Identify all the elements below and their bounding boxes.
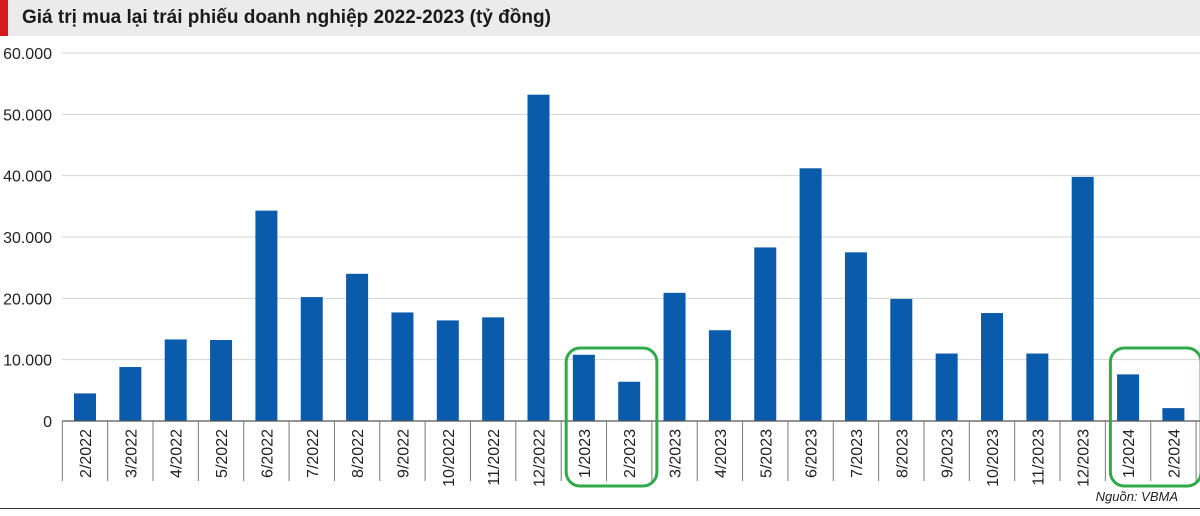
bar bbox=[74, 393, 96, 421]
x-tick-label: 5/2023 bbox=[758, 429, 775, 478]
x-tick-label: 3/2022 bbox=[123, 429, 140, 478]
x-tick-label: 11/2023 bbox=[1030, 429, 1047, 486]
x-tick-label: 5/2022 bbox=[214, 429, 231, 478]
x-tick-label: 12/2022 bbox=[532, 429, 549, 487]
bar bbox=[436, 320, 459, 421]
x-tick-label: 8/2022 bbox=[350, 429, 367, 478]
bar bbox=[935, 353, 958, 421]
y-tick-label: 0 bbox=[43, 414, 52, 431]
x-tick-label: 6/2023 bbox=[804, 429, 821, 478]
x-tick-label: 2/2023 bbox=[622, 429, 639, 478]
bottom-rule bbox=[0, 508, 1200, 509]
y-tick-label: 20.000 bbox=[3, 291, 52, 308]
highlight-box bbox=[1108, 346, 1200, 488]
bar bbox=[754, 247, 777, 421]
x-tick-label: 2/2024 bbox=[1166, 429, 1183, 478]
x-tick-label: 8/2023 bbox=[894, 429, 911, 478]
x-tick-label: 9/2022 bbox=[395, 429, 412, 478]
bar bbox=[300, 297, 323, 421]
bar bbox=[799, 168, 822, 421]
bar bbox=[618, 381, 641, 421]
x-tick-label: 7/2022 bbox=[305, 429, 322, 478]
y-tick-label: 40.000 bbox=[3, 169, 52, 186]
bar bbox=[708, 330, 731, 421]
y-axis-ticks: 0 10.000 20.000 30.000 40.000 50.000 60.000 bbox=[3, 46, 52, 431]
bar bbox=[391, 312, 414, 421]
bar bbox=[527, 94, 550, 421]
source-note: Nguồn: VBMA bbox=[1095, 489, 1178, 504]
bar bbox=[119, 367, 142, 421]
bar bbox=[210, 340, 233, 421]
y-tick-label: 60.000 bbox=[3, 46, 52, 63]
chart-title: Giá trị mua lại trái phiếu doanh nghiệp … bbox=[22, 7, 551, 28]
y-tick-label: 10.000 bbox=[3, 353, 52, 370]
y-tick-label: 50.000 bbox=[3, 107, 52, 124]
x-tick-label: 10/2022 bbox=[441, 429, 458, 487]
x-tick-label: 11/2022 bbox=[486, 429, 503, 486]
x-tick-label: 4/2023 bbox=[713, 429, 730, 478]
x-tick-label: 1/2023 bbox=[577, 429, 594, 478]
x-axis bbox=[61, 420, 1200, 481]
bar bbox=[1026, 353, 1049, 421]
x-tick-label: 4/2022 bbox=[169, 429, 186, 478]
x-tick-label: 9/2023 bbox=[940, 429, 957, 478]
title-accent-stripe bbox=[0, 0, 8, 36]
y-tick-label: 30.000 bbox=[3, 230, 52, 247]
bar bbox=[890, 298, 913, 421]
bar bbox=[1117, 374, 1140, 421]
title-bar: Giá trị mua lại trái phiếu doanh nghiệp … bbox=[0, 0, 1200, 36]
x-tick-label: 3/2023 bbox=[668, 429, 685, 478]
bar bbox=[346, 273, 369, 421]
highlight-boxes bbox=[564, 346, 1200, 488]
bar bbox=[1071, 176, 1094, 421]
gridlines bbox=[62, 52, 1200, 361]
highlight-box bbox=[564, 346, 659, 488]
bar bbox=[844, 252, 867, 421]
x-tick-label: 6/2022 bbox=[259, 429, 276, 478]
bars bbox=[74, 94, 1185, 421]
bar bbox=[572, 354, 595, 421]
bar bbox=[663, 292, 686, 421]
bar bbox=[981, 313, 1003, 421]
bar bbox=[255, 210, 278, 421]
x-axis-tick-labels: 2/2022 3/2022 4/2022 5/2022 6/2022 7/2022 8/20… bbox=[78, 429, 1183, 487]
x-tick-label: 1/2024 bbox=[1121, 429, 1138, 478]
x-tick-label: 12/2023 bbox=[1076, 429, 1093, 487]
bar bbox=[164, 339, 187, 421]
bar bbox=[1162, 408, 1185, 421]
x-tick-label: 2/2022 bbox=[78, 429, 95, 478]
x-tick-label: 7/2023 bbox=[849, 429, 866, 478]
bar bbox=[482, 317, 505, 421]
x-tick-label: 10/2023 bbox=[985, 429, 1002, 487]
